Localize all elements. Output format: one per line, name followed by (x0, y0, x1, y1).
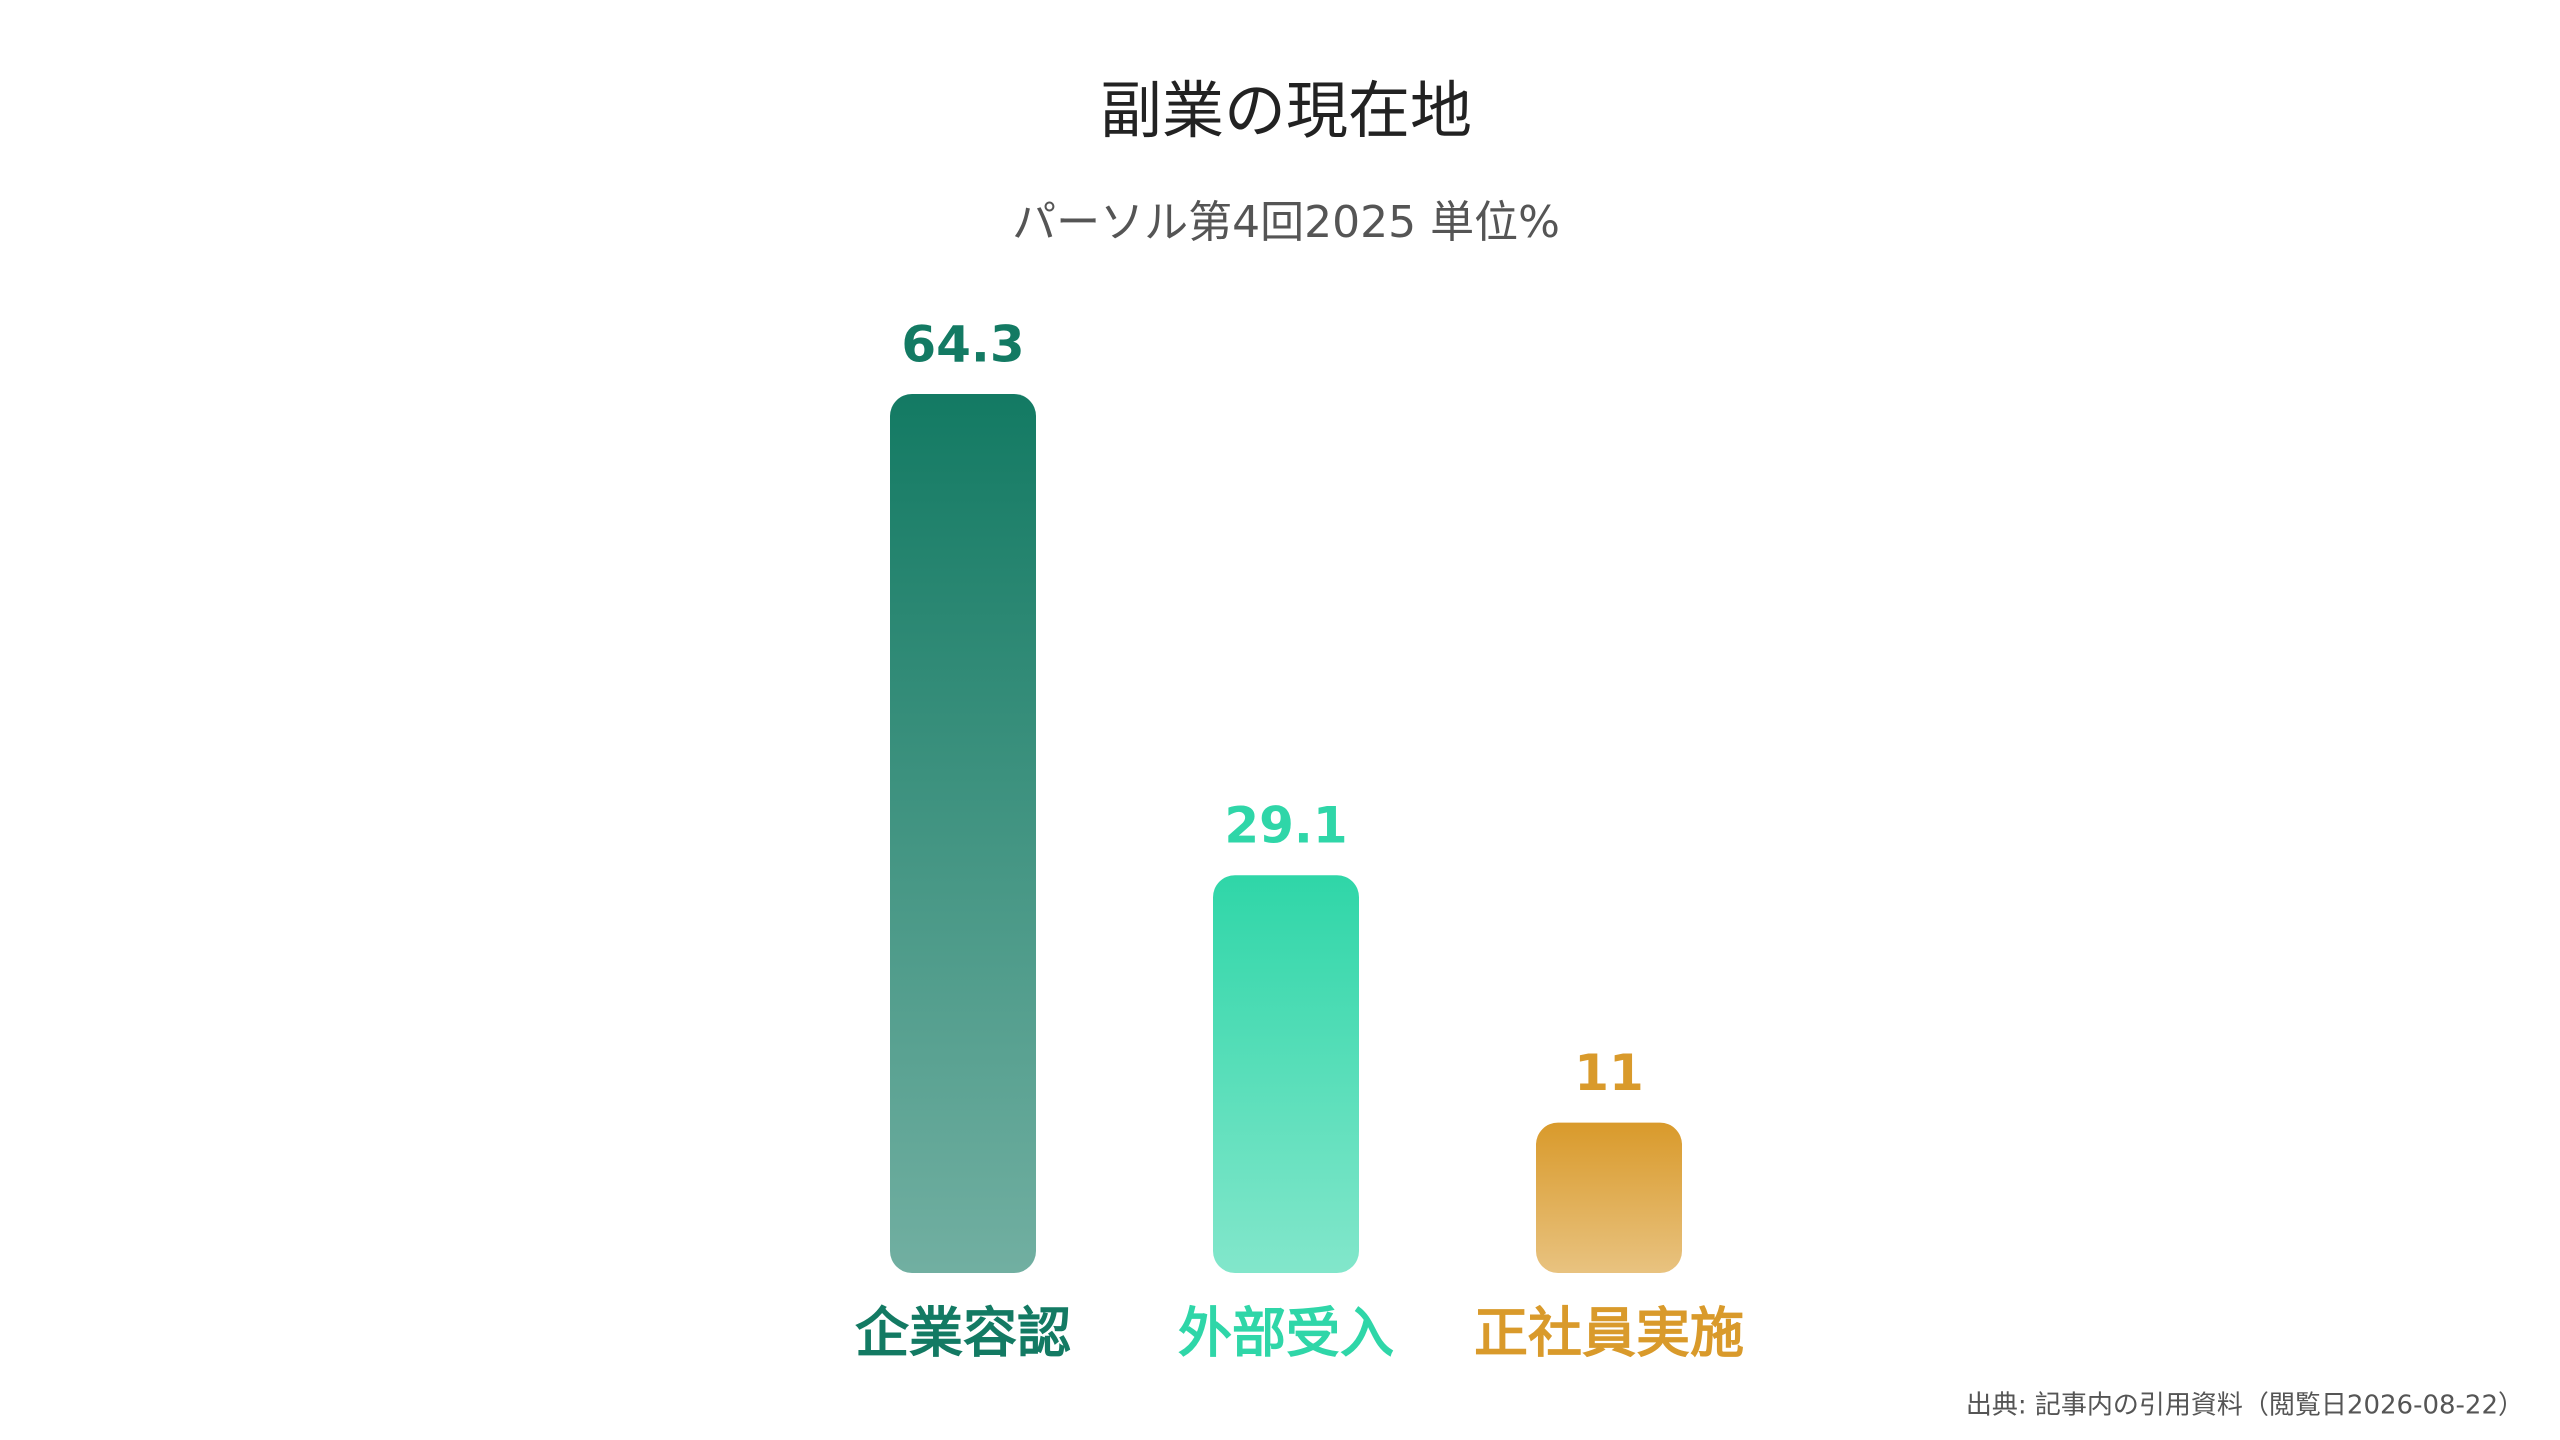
bar (890, 394, 1036, 1273)
chart-title: 副業の現在地 (1100, 74, 1472, 147)
value-label: 11 (1574, 1044, 1644, 1102)
bar (1213, 875, 1359, 1273)
x-tick-label: 正社員実施 (1474, 1302, 1744, 1365)
value-label: 29.1 (1224, 797, 1347, 855)
x-tick-label: 企業容認 (855, 1302, 1071, 1365)
chart-subtitle: パーソル第4回2025 単位% (1012, 197, 1560, 248)
x-tick-label: 外部受入 (1178, 1302, 1394, 1365)
bar (1536, 1122, 1682, 1273)
source-note: 出典: 記事内の引用資料（閲覧日2026-08-22） (1966, 1391, 2524, 1421)
value-label: 64.3 (901, 316, 1024, 374)
